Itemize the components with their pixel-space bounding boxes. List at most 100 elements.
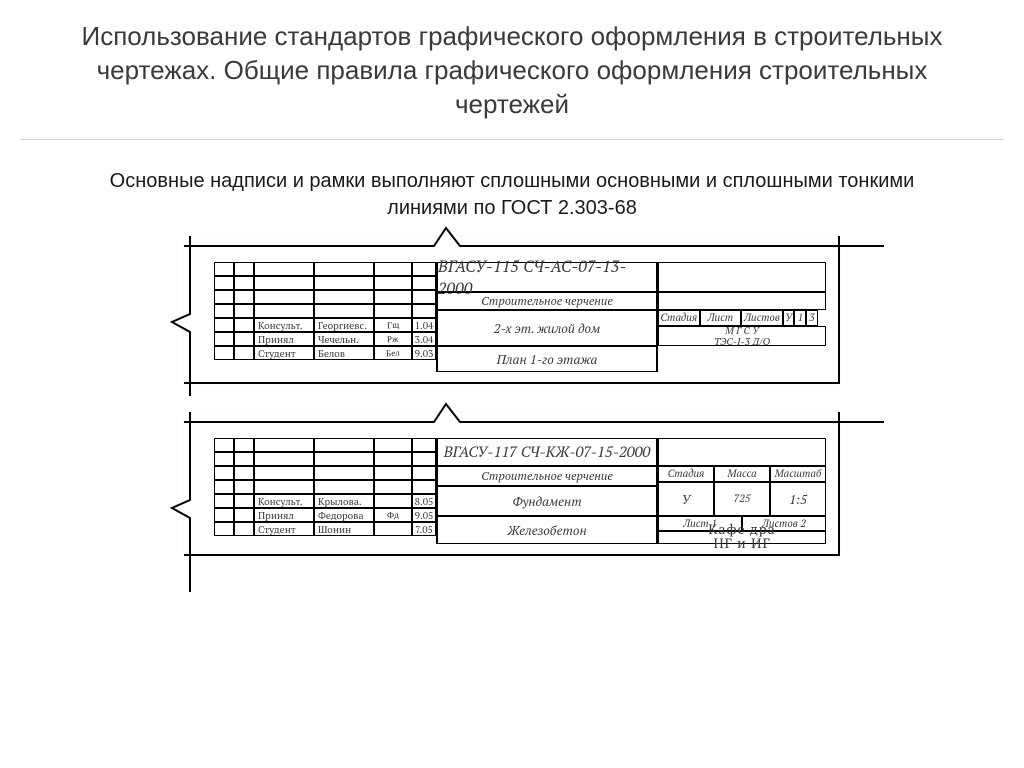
grid-cell [412,438,436,452]
grid-cell: Консульт. [254,494,314,508]
grid-cell [254,290,314,304]
grid-cell [234,480,254,494]
hdr-massa: Масса [714,466,770,482]
grid-cell: Федорова [314,508,374,522]
grid-cell [214,494,234,508]
grid-cell [234,452,254,466]
val-stadia: У [783,310,795,326]
grid-cell: Рж [374,332,412,346]
grid-cell [314,304,374,318]
grid-cell: Консульт. [254,318,314,332]
grid-cell [314,452,374,466]
grid-cell [214,346,234,360]
grid-cell [412,480,436,494]
grid-cell: 1.04 [412,318,436,332]
grid-cell [314,480,374,494]
mid-column: ВГАСУ-117 СЧ-КЖ-07-15-2000 Строительное … [437,438,658,544]
grid-cell: Принял [254,508,314,522]
subject: Строительное черчение [437,466,657,486]
material: Железобетон [437,516,657,544]
grid-cell [234,466,254,480]
hdr-stadia: Стадия [658,466,714,482]
grid-cell [214,466,234,480]
grid-cell [374,276,412,290]
grid-cell [214,508,234,522]
grid-cell [254,452,314,466]
grid-cell [214,276,234,290]
grid-cell: 8.05 [412,494,436,508]
grid-cell [234,332,254,346]
grid-cell [374,466,412,480]
org-block: М Г С У ТЭС-I-3 Д/О [658,326,826,346]
val-list: 1 [794,310,806,326]
right-column: Стадия Лист Листов У 1 3 М Г С У ТЭС-I-3… [658,262,826,372]
grid-cell: 7.05 [412,522,436,536]
val-masshtab: 1:5 [770,482,826,516]
description: 2-х эт. жилой дом [437,310,657,346]
plan-name: План 1-го этажа [437,346,657,372]
subtitle: Основные надписи и рамки выполняют сплош… [100,168,924,222]
grid-cell [314,290,374,304]
val-stadia: У [658,482,714,516]
title-block-1: Консульт.Георгиевс.Гщ1.04ПринялЧечельн.Р… [184,236,840,384]
grid-cell [314,438,374,452]
grid-cell [412,466,436,480]
grid-cell [214,522,234,536]
subject: Строительное черчение [437,292,657,310]
grid-cell [254,276,314,290]
grid-cell: Шонин [314,522,374,536]
right-column: Стадия Масса Масштаб У 725 1:5 Лист 1 Ли… [658,438,826,544]
grid-cell [314,466,374,480]
grid-cell [374,480,412,494]
grid-cell [254,466,314,480]
org-block: Кафе дра НГ и ИГ [658,530,826,544]
grid-cell [254,262,314,276]
grid-cell [214,452,234,466]
drawing-code: ВГАСУ-115 СЧ-АС-07-13-2000 [437,262,657,292]
divider [20,139,1004,140]
grid-cell [374,452,412,466]
grid-cell [234,262,254,276]
grid-cell [374,290,412,304]
grid-cell [234,304,254,318]
object-name: Фундамент [437,486,657,516]
grid-cell [214,262,234,276]
grid-cell [234,290,254,304]
grid-cell [374,522,412,536]
grid-cell: 9.03 [412,346,436,360]
grid-cell: Белов [314,346,374,360]
val-massa: 725 [714,482,770,516]
grid-cell [412,290,436,304]
grid-cell [314,262,374,276]
grid-cell [234,494,254,508]
grid-cell [234,346,254,360]
grid-cell [374,438,412,452]
grid-cell: 3.04 [412,332,436,346]
grid-cell: Гщ [374,318,412,332]
grid-cell: 9.05 [412,508,436,522]
title-block-2: Консульт.Крылова.8.05ПринялФедороваФд9.0… [184,412,840,556]
grid-cell: Студент [254,522,314,536]
hdr-masshtab: Масштаб [770,466,826,482]
grid-cell [412,276,436,290]
grid-cell [412,452,436,466]
grid-cell [214,304,234,318]
left-signature-grid: Консульт.Георгиевс.Гщ1.04ПринялЧечельн.Р… [214,262,437,372]
grid-cell [234,318,254,332]
grid-cell [214,318,234,332]
grid-cell [374,304,412,318]
grid-cell [214,290,234,304]
grid-cell [214,480,234,494]
left-signature-grid: Консульт.Крылова.8.05ПринялФедороваФд9.0… [214,438,437,544]
grid-cell [412,262,436,276]
grid-cell: Фд [374,508,412,522]
grid-cell [234,522,254,536]
grid-cell [214,438,234,452]
grid-cell [254,480,314,494]
grid-cell [374,494,412,508]
grid-cell: Георгиевс. [314,318,374,332]
grid-cell [254,438,314,452]
grid-cell [234,438,254,452]
grid-cell: Принял [254,332,314,346]
grid-cell [234,276,254,290]
